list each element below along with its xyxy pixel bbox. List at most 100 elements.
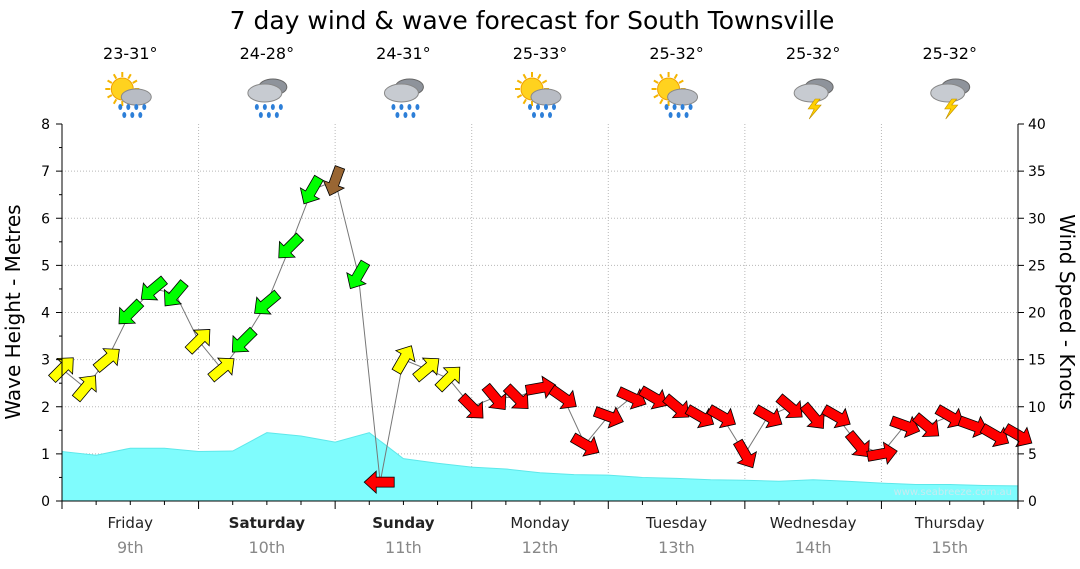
date-label: 11th bbox=[385, 538, 422, 557]
rain-drop bbox=[540, 112, 544, 118]
right-tick-label: 10 bbox=[1028, 400, 1046, 416]
sun-ray bbox=[678, 79, 684, 84]
cloud bbox=[247, 83, 283, 103]
temperature-label: 25-33° bbox=[513, 44, 568, 63]
wind-arrow bbox=[457, 392, 484, 419]
sun-ray bbox=[112, 98, 118, 105]
left-tick-label: 5 bbox=[41, 258, 50, 274]
left-axis-title: Wave Height - Metres bbox=[1, 204, 25, 419]
day-label: Thursday bbox=[914, 514, 985, 532]
temperature-label: 23-31° bbox=[103, 44, 158, 63]
wind-arrow bbox=[775, 393, 803, 419]
sun-ray bbox=[653, 79, 659, 84]
rain-drop bbox=[668, 112, 673, 118]
cloud bbox=[530, 88, 562, 106]
rain-drop bbox=[688, 104, 693, 110]
cloud bbox=[667, 88, 699, 106]
left-tick-label: 1 bbox=[41, 447, 50, 463]
wind-series bbox=[47, 165, 1033, 495]
day-label: Monday bbox=[510, 514, 569, 532]
wind-arrow bbox=[412, 357, 440, 383]
wind-arrow bbox=[592, 406, 624, 429]
weather-icons-row bbox=[105, 72, 971, 120]
rain-drop bbox=[672, 104, 677, 110]
wind-arrow bbox=[278, 232, 305, 259]
cloud-rain-icon bbox=[383, 78, 424, 118]
day-label: Friday bbox=[108, 514, 154, 532]
temperature-label: 25-32° bbox=[649, 44, 704, 63]
date-label: 12th bbox=[522, 538, 559, 557]
wind-arrow bbox=[799, 401, 825, 429]
sun-ray bbox=[541, 79, 548, 84]
wind-arrow bbox=[231, 326, 258, 353]
wind-arrow bbox=[346, 259, 371, 290]
wind-arrow bbox=[569, 432, 600, 457]
rain-drop bbox=[548, 112, 552, 118]
wind-arrow bbox=[889, 415, 921, 439]
rain-drop bbox=[403, 112, 408, 118]
storm-icon bbox=[793, 78, 834, 120]
temperature-label: 24-28° bbox=[240, 44, 295, 63]
right-tick-label: 20 bbox=[1028, 306, 1046, 322]
sun-ray bbox=[112, 73, 118, 80]
rain-drop bbox=[134, 104, 139, 110]
rain-drop bbox=[274, 112, 279, 118]
wind-arrow bbox=[163, 279, 189, 307]
sun-ray bbox=[516, 79, 523, 84]
rain-drop bbox=[411, 112, 416, 118]
left-tick-label: 2 bbox=[41, 400, 50, 416]
sun-rain-icon bbox=[515, 72, 562, 118]
wind-arrow bbox=[752, 404, 783, 429]
sun-ray bbox=[516, 94, 523, 99]
wind-arrow bbox=[481, 382, 507, 411]
lightning-bolt bbox=[944, 98, 959, 120]
day-label: Wednesday bbox=[770, 514, 857, 532]
wind-arrow bbox=[184, 329, 211, 355]
grid-lines bbox=[62, 124, 1018, 501]
right-tick-label: 40 bbox=[1028, 117, 1046, 133]
rain-drop bbox=[532, 112, 536, 118]
cloud bbox=[120, 88, 152, 106]
date-label: 10th bbox=[248, 538, 285, 557]
right-axis-title: Wind Speed - Knots bbox=[1055, 214, 1079, 410]
wind-arrow bbox=[706, 404, 737, 429]
temperature-label: 24-31° bbox=[376, 44, 431, 63]
wind-arrow bbox=[92, 348, 120, 374]
sun-ray bbox=[132, 79, 138, 84]
rain-drop bbox=[684, 112, 689, 118]
rain-drop bbox=[266, 112, 271, 118]
wind-arrow bbox=[732, 438, 757, 469]
wind-arrow bbox=[616, 386, 647, 410]
lightning-bolt bbox=[807, 98, 822, 120]
x-axis-day-labels: Friday 9th Saturday 10th Sunday 11th Monday 12t… bbox=[108, 514, 985, 557]
day-label: Sunday bbox=[372, 514, 435, 532]
left-tick-label: 0 bbox=[41, 494, 50, 510]
cloud bbox=[930, 83, 966, 103]
rain-drop bbox=[262, 104, 267, 110]
left-tick-label: 7 bbox=[41, 164, 50, 180]
rain-drop bbox=[552, 104, 556, 110]
date-label: 9th bbox=[117, 538, 144, 557]
temperature-label: 25-32° bbox=[922, 44, 977, 63]
wind-arrow bbox=[207, 357, 235, 383]
cloud-rain-icon bbox=[247, 78, 288, 118]
sun-ray bbox=[522, 73, 527, 80]
wind-arrow bbox=[934, 404, 965, 429]
wind-arrow bbox=[71, 375, 97, 403]
wind-arrow bbox=[118, 298, 145, 325]
wind-arrow bbox=[866, 441, 898, 465]
wind-arrow bbox=[502, 383, 529, 410]
date-label: 15th bbox=[931, 538, 968, 557]
rain-drop bbox=[126, 104, 131, 110]
sun-ray bbox=[107, 79, 113, 84]
right-tick-label: 35 bbox=[1028, 164, 1046, 180]
wind-arrow bbox=[322, 165, 346, 197]
right-tick-label: 5 bbox=[1028, 447, 1037, 463]
temperature-row: 23-31° 24-28° 24-31° 25-33° 25-32° 25-32° 25-3… bbox=[103, 44, 977, 63]
rain-drop bbox=[680, 104, 685, 110]
right-tick-label: 0 bbox=[1028, 494, 1037, 510]
rain-drop bbox=[676, 112, 681, 118]
temperature-label: 25-32° bbox=[786, 44, 841, 63]
chart-title: 7 day wind & wave forecast for South Tow… bbox=[230, 6, 835, 35]
